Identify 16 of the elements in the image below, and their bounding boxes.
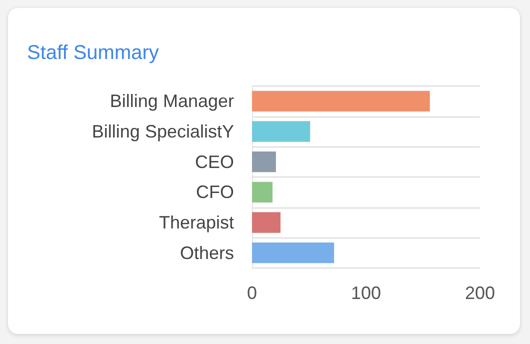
bar (252, 212, 280, 233)
y-tick-label: CFO (196, 182, 234, 202)
y-tick-label: Therapist (158, 212, 234, 232)
x-tick-label: 100 (350, 283, 382, 303)
bar (252, 90, 430, 112)
x-tick-label: 200 (464, 283, 496, 303)
bar (252, 182, 273, 202)
y-tick-label: Others (180, 242, 234, 263)
x-tick-label: 0 (246, 283, 258, 303)
y-tick-label: CEO (194, 152, 234, 172)
bar (252, 242, 334, 264)
chart-title: Staff Summary (27, 42, 159, 64)
bar (252, 121, 310, 142)
bar (252, 152, 276, 172)
y-tick-label: Billing Manager (110, 91, 234, 112)
y-tick-label: Billing SpecialistY (92, 122, 234, 142)
